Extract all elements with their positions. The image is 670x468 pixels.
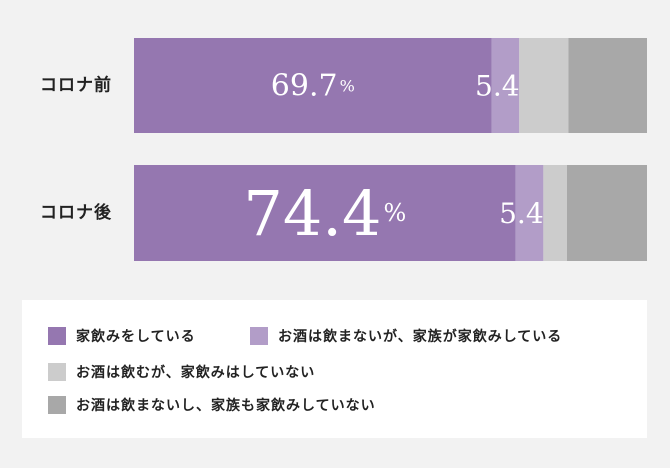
legend-item-no-home-drinking: お酒は飲まないし、家族も家飲みしていない [48, 395, 376, 415]
bar-segment [491, 38, 520, 133]
category-label: コロナ後 [40, 202, 112, 223]
data-label: 74.4% [243, 177, 406, 250]
legend-label: お酒は飲むが、家飲みはしていない [76, 365, 316, 381]
legend-item-drinks-not-at-home: お酒は飲むが、家飲みはしていない [48, 362, 315, 382]
bar-segment [543, 165, 567, 261]
legend-item-drinks-at-home: 家飲みをしている [48, 326, 196, 346]
category-label: コロナ前 [40, 75, 112, 96]
legend-swatch [48, 363, 66, 381]
bar-segment [519, 38, 569, 133]
legend-label: お酒は飲まないし、家族も家飲みしていない [76, 398, 376, 414]
legend-swatch [48, 396, 66, 414]
legend: 家飲みをしている お酒は飲まないが、家族が家飲みしている お酒は飲むが、家飲みは… [22, 300, 647, 438]
bar-segment [134, 165, 516, 261]
data-label: 69.7% [271, 68, 355, 103]
bar-segment [568, 38, 647, 133]
legend-item-family-drinks-at-home: お酒は飲まないが、家族が家飲みしている [250, 326, 562, 346]
bar-segment [566, 165, 647, 261]
legend-label: 家飲みをしている [76, 329, 196, 345]
bar-segment [134, 38, 492, 133]
legend-swatch [250, 327, 268, 345]
legend-swatch [48, 327, 66, 345]
bar-segment [515, 165, 544, 261]
legend-label: お酒は飲まないが、家族が家飲みしている [278, 329, 563, 345]
